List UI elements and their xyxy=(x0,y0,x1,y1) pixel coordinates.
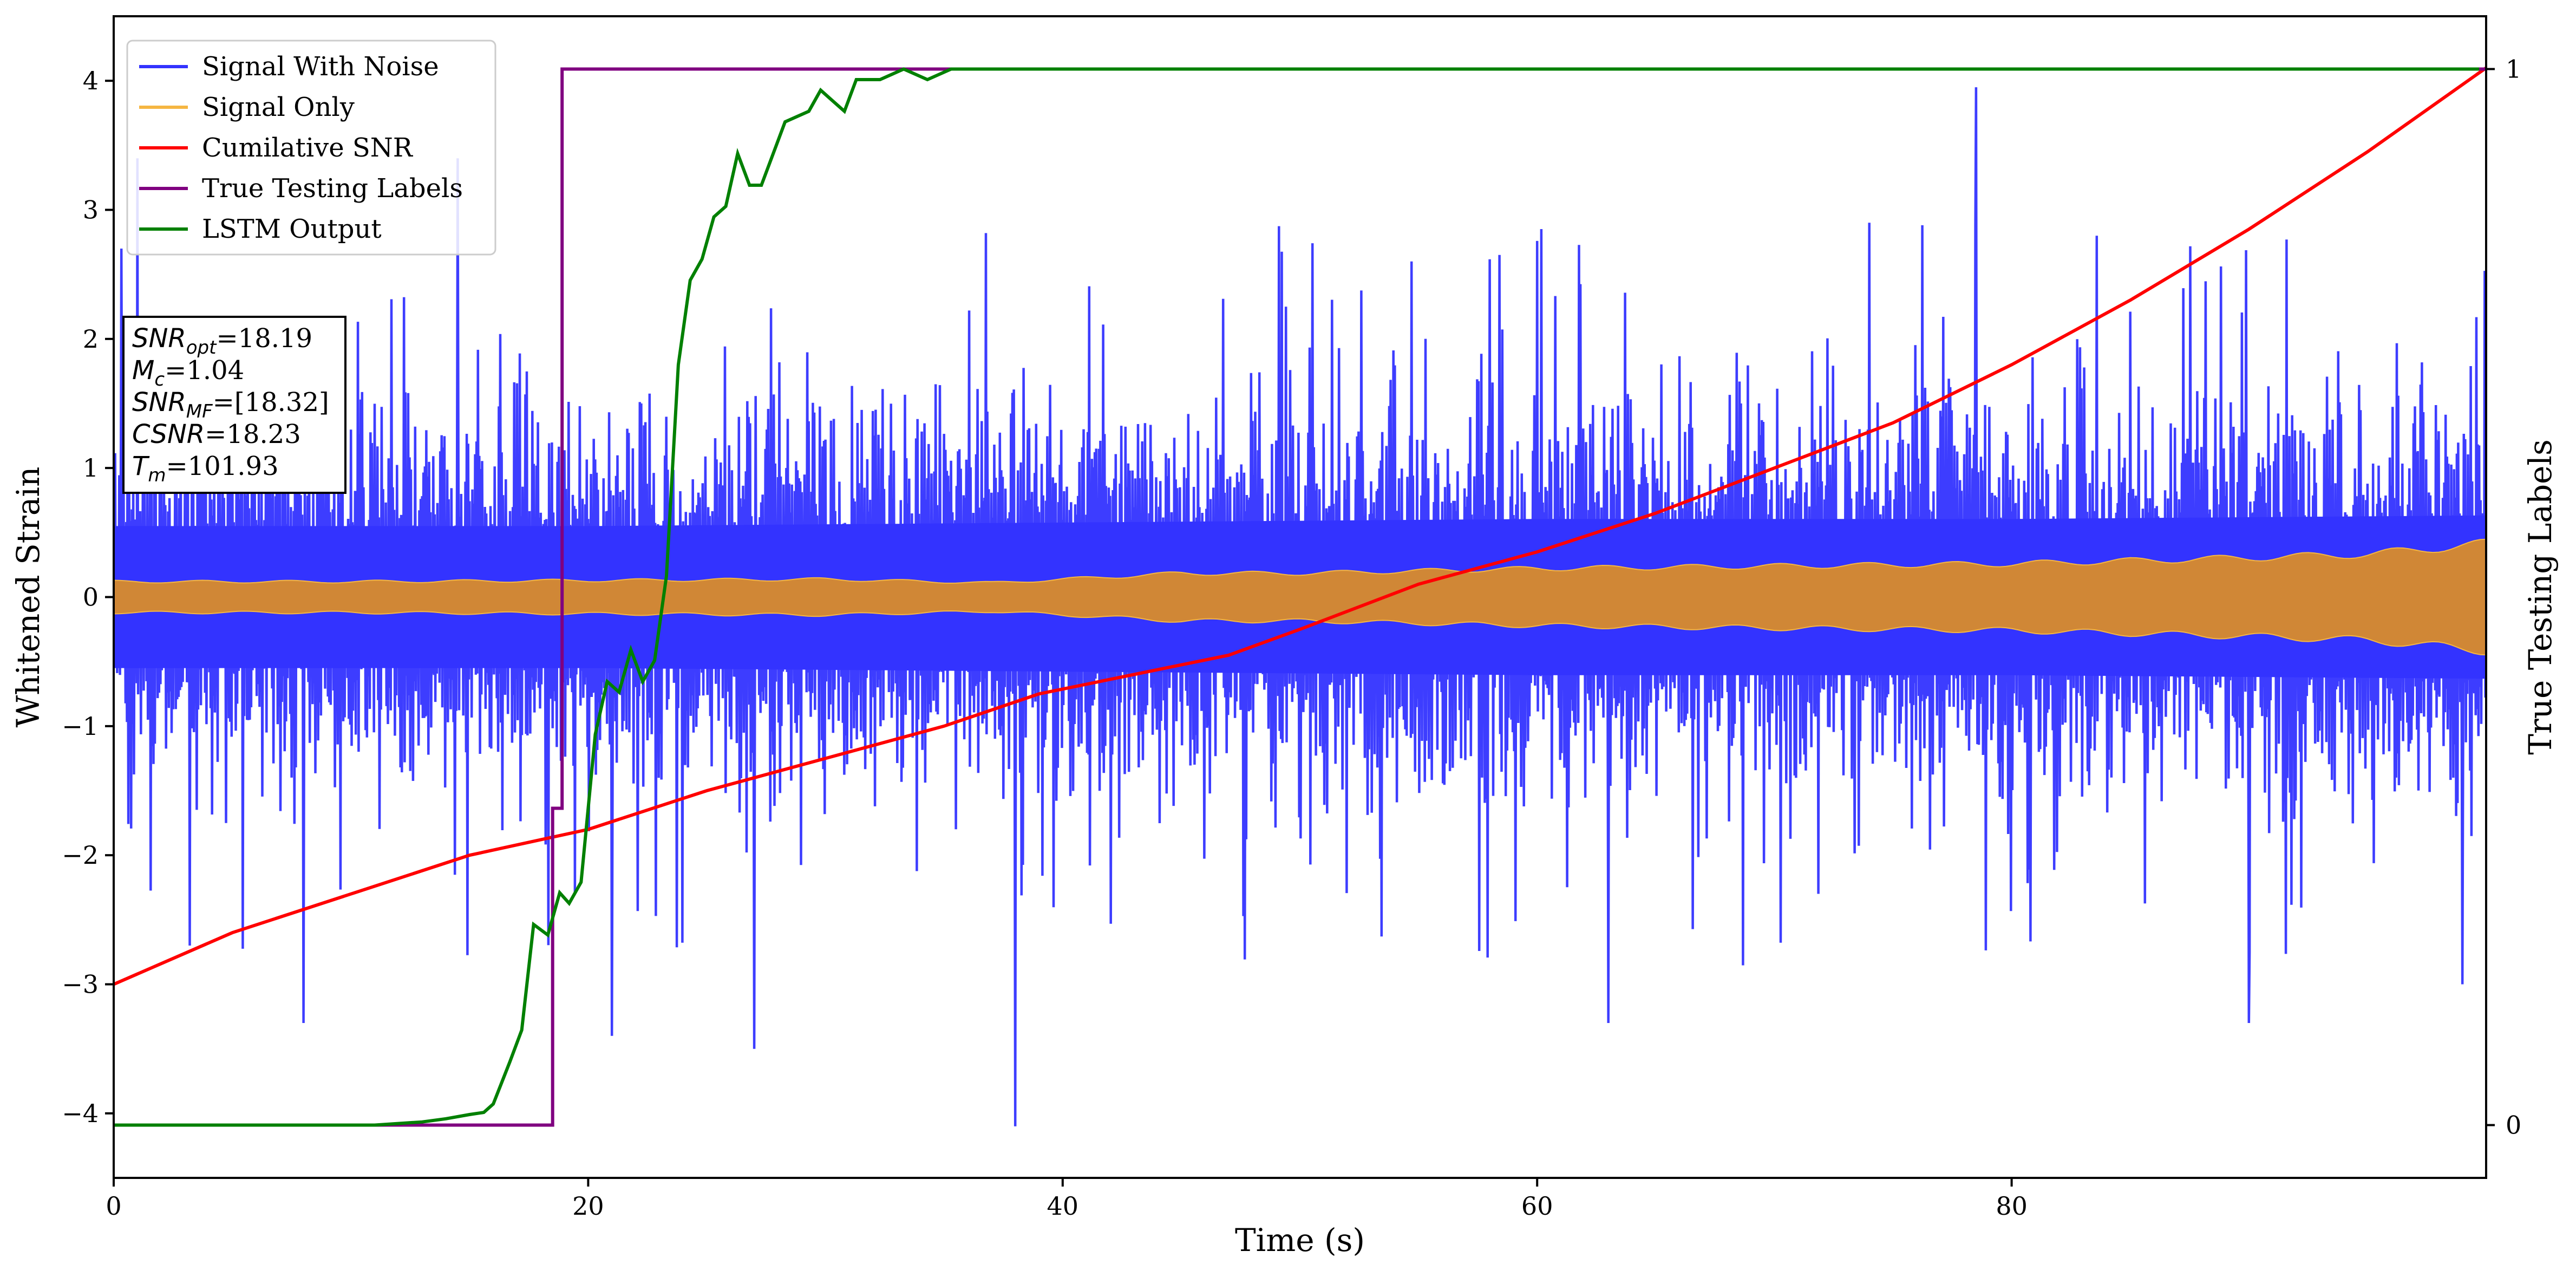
y-tick-label: −1 xyxy=(62,712,99,741)
annotation-line: Tm=101.93 xyxy=(132,451,279,486)
y-tick-label: 3 xyxy=(83,196,99,225)
legend-label: Signal Only xyxy=(202,92,355,122)
annotation-line: SNRMF=[18.32] xyxy=(132,387,329,422)
x-tick-label: 80 xyxy=(1996,1191,2028,1221)
y-tick-label: 1 xyxy=(83,453,99,483)
y-right-tick-label: 1 xyxy=(2506,55,2521,84)
y-tick-label: −2 xyxy=(62,841,99,870)
y-right-axis-title: True Testing Labels xyxy=(2522,439,2559,754)
legend-label: LSTM Output xyxy=(202,214,382,244)
legend-label: True Testing Labels xyxy=(202,173,463,204)
y-tick-label: −4 xyxy=(62,1099,99,1128)
lstm-output-series-line xyxy=(114,67,2479,1127)
x-tick-label: 20 xyxy=(572,1191,604,1221)
y-axis-title: Whitened Strain xyxy=(10,467,47,728)
x-axis-title: Time (s) xyxy=(1235,1222,1365,1259)
x-tick-label: 0 xyxy=(106,1191,121,1221)
y-right-tick-label: 0 xyxy=(2506,1111,2521,1140)
y-tick-label: 4 xyxy=(83,66,99,95)
x-tick-label: 40 xyxy=(1047,1191,1079,1221)
true-testing-labels-series-line xyxy=(114,67,2486,1127)
legend-label: Cumilative SNR xyxy=(202,133,414,163)
y-tick-label: −3 xyxy=(62,970,99,999)
x-tick-label: 60 xyxy=(1521,1191,1553,1221)
annotation-line: CSNR=18.23 xyxy=(132,419,301,449)
cumulative-snr-series-line xyxy=(114,66,2486,986)
annotation-line: Mc=1.04 xyxy=(132,355,244,390)
y-tick-label: 0 xyxy=(83,583,99,612)
legend-label: Signal With Noise xyxy=(202,51,439,82)
signal-only-series-band xyxy=(114,538,2486,656)
annotation-line: SNRopt=18.19 xyxy=(132,323,312,359)
annotation-box xyxy=(122,316,346,494)
y-tick-label: 2 xyxy=(83,324,99,354)
legend-box xyxy=(126,40,496,256)
